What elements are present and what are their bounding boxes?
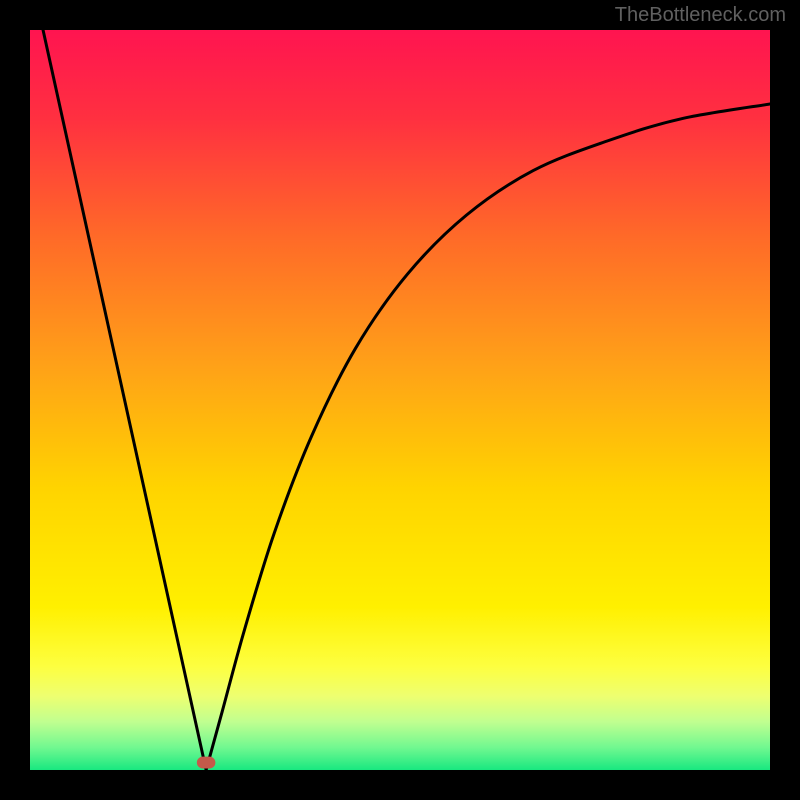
chart-svg — [30, 30, 770, 770]
watermark-text: TheBottleneck.com — [615, 4, 786, 27]
minimum-marker — [197, 757, 216, 769]
gradient-background — [30, 30, 770, 770]
chart-frame: TheBottleneck.com — [0, 0, 800, 800]
plot-area — [30, 30, 770, 770]
